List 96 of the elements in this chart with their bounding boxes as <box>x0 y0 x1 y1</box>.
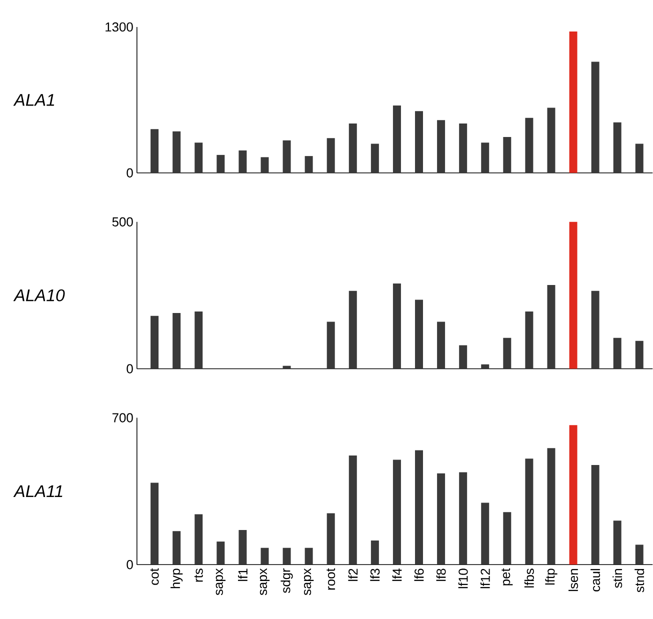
y-tick-label: 500 <box>112 217 133 227</box>
x-tick-label: lf3 <box>370 568 380 582</box>
bar <box>194 312 203 369</box>
x-tick-label: stin <box>612 569 622 588</box>
bar <box>260 157 269 174</box>
bar <box>503 512 512 565</box>
bar <box>326 138 335 174</box>
bar <box>437 322 446 369</box>
bar <box>415 300 423 369</box>
y-tick-label: 700 <box>112 413 133 423</box>
bar <box>304 548 313 565</box>
y-tick-label: 1300 <box>106 22 133 32</box>
bar <box>326 513 335 565</box>
bar <box>172 313 181 369</box>
bar <box>282 140 291 174</box>
bar <box>392 460 401 565</box>
bar <box>370 540 379 565</box>
x-tick-label: lftp <box>545 568 558 585</box>
bar <box>238 150 247 174</box>
bar <box>613 338 622 369</box>
bar <box>525 458 534 565</box>
bar <box>481 142 490 174</box>
bar <box>194 142 203 174</box>
bar <box>635 544 644 565</box>
x-tick-label: cot <box>150 568 159 586</box>
y-axis-title: ALA11 <box>13 486 62 498</box>
bar <box>635 341 644 369</box>
bar <box>569 222 578 369</box>
bar <box>547 448 556 565</box>
bar <box>348 291 357 369</box>
bar <box>591 62 600 174</box>
bar <box>282 366 291 369</box>
x-tick-label: lf6 <box>414 568 424 582</box>
bar <box>525 118 534 174</box>
x-tick-label: rts <box>194 568 203 582</box>
bar <box>238 530 247 565</box>
bar <box>260 548 269 565</box>
bar <box>437 120 446 174</box>
bar <box>216 155 225 174</box>
bar <box>459 124 468 174</box>
x-tick-label: lf10 <box>458 568 468 588</box>
x-tick-label: lfbs <box>524 568 534 588</box>
bar <box>304 156 313 174</box>
bar <box>326 322 335 369</box>
bar <box>216 542 225 565</box>
x-tick-label: sapx <box>304 568 314 596</box>
x-tick-label: pet <box>502 568 513 586</box>
bar <box>437 474 446 565</box>
x-tick-label: sapx <box>260 568 270 596</box>
x-tick-label: lf1 <box>238 568 248 582</box>
x-tick-label: hyp <box>170 568 183 588</box>
bar <box>392 106 401 174</box>
x-tick-label: sapx <box>216 568 226 596</box>
bar <box>370 144 379 174</box>
bar <box>481 364 490 369</box>
bar <box>569 32 578 174</box>
x-tick-label: lf4 <box>392 568 402 582</box>
bar <box>525 312 534 369</box>
bar <box>415 111 423 174</box>
x-tick-label: lf8 <box>436 568 446 582</box>
y-tick-label: 0 <box>126 560 133 570</box>
bar <box>481 502 490 565</box>
bar <box>282 548 291 565</box>
x-tick-label: caul <box>590 569 600 592</box>
bar <box>591 291 600 369</box>
bar <box>392 284 401 369</box>
bar <box>459 472 468 565</box>
bar <box>459 345 468 369</box>
x-tick-label: lsen <box>568 569 578 592</box>
bar <box>172 132 181 174</box>
y-axis-title: ALA10 <box>13 290 65 302</box>
bar <box>172 531 181 565</box>
bar <box>569 425 578 565</box>
x-tick-label: lf2 <box>348 569 358 582</box>
bar <box>150 316 159 369</box>
y-tick-label: 0 <box>126 364 133 374</box>
y-axis-title: ALA1 <box>13 94 54 106</box>
bar <box>194 514 203 565</box>
bar <box>613 520 622 565</box>
bar <box>547 108 556 174</box>
x-tick-label: lf12 <box>480 569 490 588</box>
bar <box>613 122 622 174</box>
y-tick-label: 0 <box>126 168 133 178</box>
bar <box>348 124 357 174</box>
bar <box>415 450 423 565</box>
bar <box>150 129 159 174</box>
x-tick-label: sdgr <box>280 568 293 594</box>
bar <box>635 144 644 174</box>
bar <box>547 285 556 369</box>
bar <box>150 482 159 565</box>
bar <box>503 338 512 369</box>
x-tick-label: stnd <box>634 569 644 592</box>
x-tick-label: root <box>326 568 336 590</box>
bar <box>591 465 600 565</box>
bar <box>348 456 357 565</box>
bar <box>503 137 512 174</box>
